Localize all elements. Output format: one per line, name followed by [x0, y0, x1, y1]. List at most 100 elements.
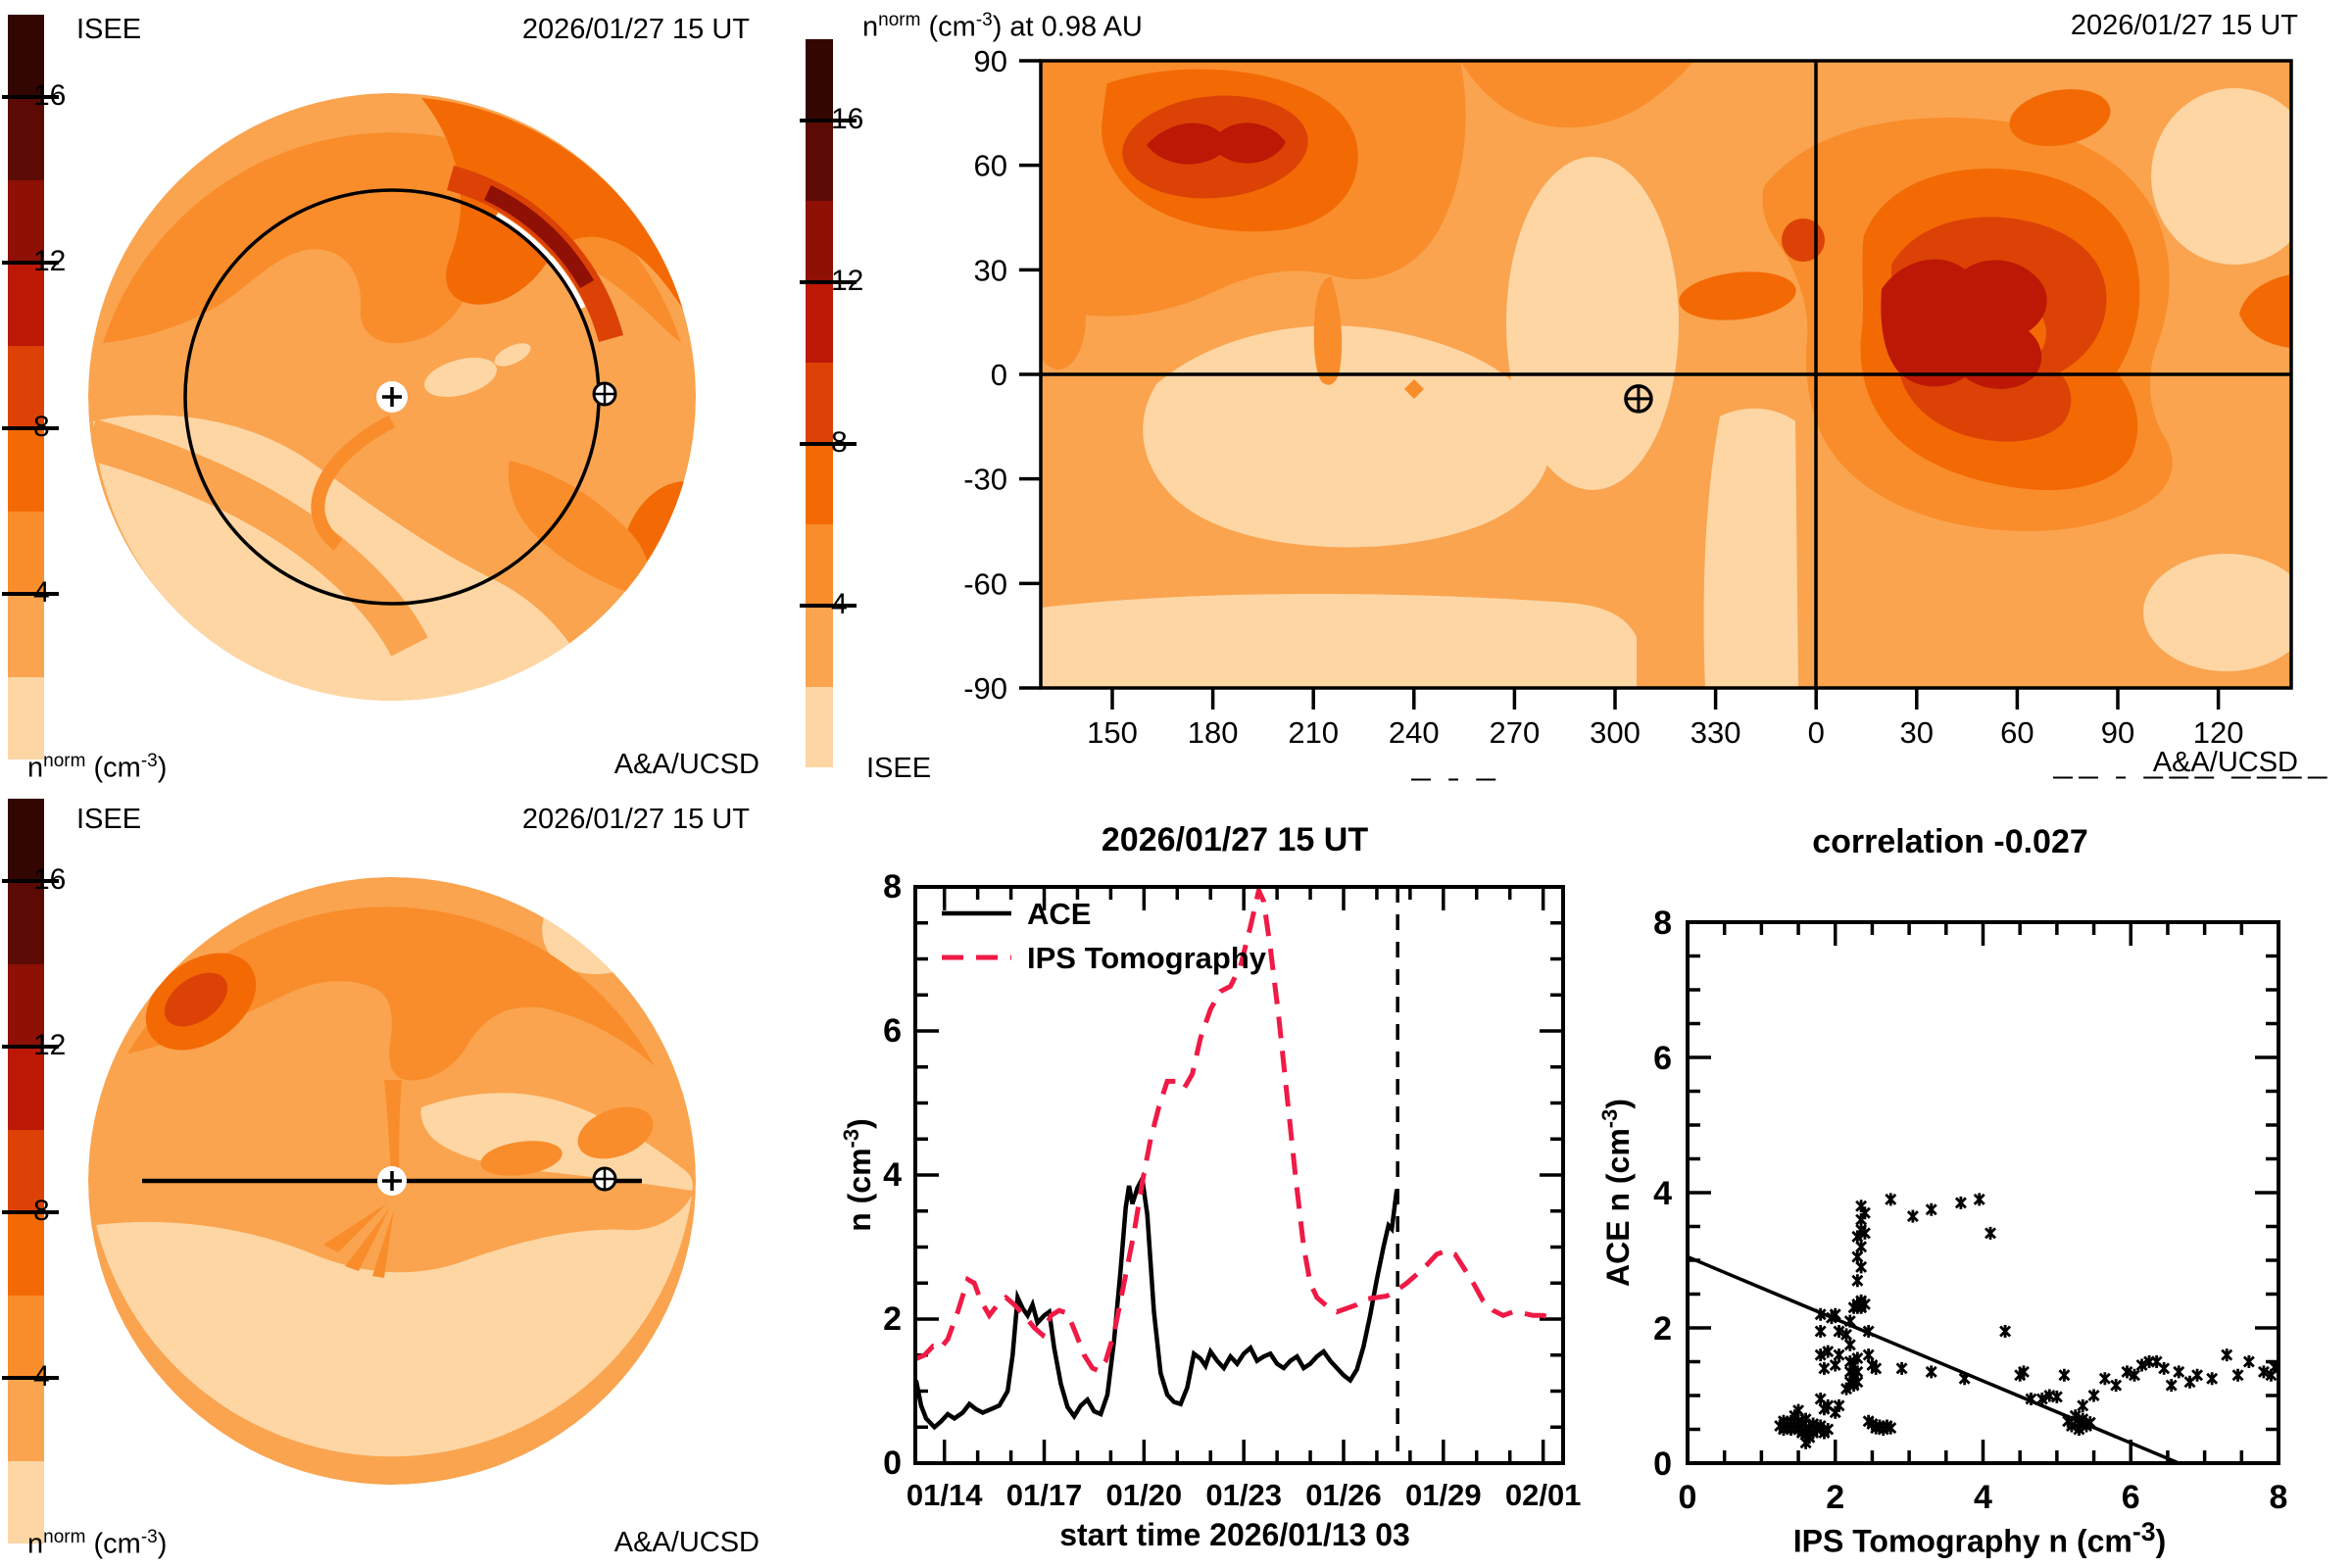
colorbar-tick-label: 8 — [33, 1195, 50, 1228]
meridional-source-label: ISEE — [76, 804, 142, 835]
sc-y-tick-label: 4 — [1653, 1175, 1672, 1212]
sc-y-tick-label: 2 — [1653, 1310, 1672, 1348]
meridional-spike-2 — [345, 1207, 390, 1271]
sc-x-tick-label: 0 — [1679, 1479, 1697, 1516]
sc-x-tick-label: 8 — [2270, 1479, 2288, 1516]
carrington-credit: A&A/UCSD — [2152, 747, 2298, 778]
sc-data-point — [1984, 1226, 1997, 1240]
ts-y-tick-label: 6 — [883, 1012, 902, 1050]
sun-marker — [377, 1166, 407, 1196]
sc-data-point — [1822, 1345, 1835, 1358]
scatter-frame — [1686, 920, 2280, 1465]
carrington-colorbar: 16 12 8 4 — [800, 39, 863, 768]
clipped-text-fragment-2: —— – ——— ———— — [2053, 770, 2333, 784]
ts-x-tick-label: 01/14 — [906, 1478, 983, 1512]
ts-y-tick-label: 8 — [883, 868, 902, 906]
map-lat-tick-label: 90 — [974, 44, 1007, 78]
ecliptic-units-label: nnorm (cm-3) — [27, 751, 168, 784]
scatter-title: correlation -0.027 — [1812, 823, 2088, 860]
scatter-ylabel: ACE n (cm-3) — [1597, 1099, 1636, 1287]
map-low-3 — [1041, 593, 1637, 688]
ecliptic-white-sliver — [495, 212, 586, 310]
colorbar-tick-label: 4 — [33, 1360, 50, 1394]
map-lat-tick-label: -30 — [963, 463, 1007, 497]
sc-data-point — [2065, 1419, 2078, 1433]
sc-data-point — [1814, 1307, 1827, 1321]
colorbar-tick — [2, 592, 59, 597]
colorbar-segment — [8, 428, 44, 512]
sc-data-point — [2121, 1365, 2133, 1379]
colorbar-segment — [8, 1295, 44, 1379]
sc-data-point — [1840, 1328, 1853, 1342]
sc-x-tick-label: 4 — [1974, 1479, 1992, 1516]
carrington-source-label: ISEE — [866, 753, 932, 784]
map-med-diamond — [1404, 379, 1424, 399]
ecliptic-lower-right-arm — [508, 461, 651, 598]
colorbar-segment — [8, 881, 44, 964]
sc-data-point — [2098, 1372, 2111, 1386]
map-med-leftedge — [1041, 268, 1086, 369]
timeseries-xlabel: start time 2026/01/13 03 — [1059, 1517, 1410, 1552]
ecliptic-spiral-thin-arc — [311, 415, 396, 551]
colorbar-tick-label: 16 — [831, 102, 864, 135]
ecliptic-source-label: ISEE — [76, 14, 142, 45]
sc-x-tick-label: 6 — [2122, 1479, 2140, 1516]
timeseries-plot: 01/14 01/17 01/20 01/23 01/26 01/29 02/01 0 2 4 6 8… — [839, 868, 1582, 1512]
colorbar-tick — [2, 879, 59, 884]
map-core-online — [1782, 219, 1825, 262]
map-lon-tick-label: 330 — [1690, 715, 1741, 750]
meridional-colorbar: 16 12 8 4 — [2, 799, 66, 1544]
sc-data-point — [1818, 1361, 1831, 1375]
sc-data-point — [1851, 1250, 1864, 1264]
colorbar-tick — [2, 1210, 59, 1215]
sc-data-point — [2221, 1348, 2233, 1362]
scatter-plot: 00 2 2 4 4 6 6 8 8 ACE n (cm-3) — [1597, 905, 2288, 1516]
colorbar-segment — [8, 1047, 44, 1130]
colorbar-segment — [8, 345, 44, 429]
meridional-low-right-tongue — [420, 1093, 693, 1191]
timeseries-curves — [915, 887, 1557, 1463]
ecliptic-colorbar: 16 12 8 4 — [2, 15, 66, 760]
map-low-6 — [1703, 408, 1798, 688]
sc-data-point — [2110, 1379, 2123, 1393]
ecliptic-arm — [88, 418, 428, 657]
sc-data-point — [1833, 1324, 1845, 1338]
ts-x-tick-label: 02/01 — [1505, 1478, 1582, 1512]
sc-data-point — [1858, 1298, 1871, 1311]
colorbar-tick — [2, 95, 59, 100]
colorbar-tick-label: 4 — [33, 576, 50, 610]
sc-data-point — [1958, 1372, 1971, 1386]
legend-ips-label: IPS Tomography — [1027, 941, 1267, 975]
map-peak-right — [1881, 259, 2047, 390]
sc-data-point — [1799, 1412, 1812, 1426]
sc-data-point — [1925, 1365, 1937, 1379]
colorbar-segment — [8, 676, 44, 760]
colorbar-segment — [8, 511, 44, 595]
meridional-spike-1 — [323, 1203, 387, 1252]
ts-y-tick-label: 4 — [883, 1156, 902, 1194]
sc-data-point — [1885, 1193, 1897, 1206]
colorbar-tick — [2, 1045, 59, 1050]
ts-x-tick-label: 01/20 — [1106, 1478, 1183, 1512]
carrington-map-plot: 150 180 210 240 270 300 330 0 30 60 90 1209060300-3… — [963, 44, 2293, 750]
sc-data-point — [1855, 1260, 1868, 1274]
map-lon-tick-label: 180 — [1188, 715, 1239, 750]
sc-data-point — [1870, 1361, 1883, 1375]
sc-data-point — [1954, 1196, 1967, 1209]
sc-data-point — [1925, 1202, 1937, 1216]
sc-data-point — [1895, 1361, 1908, 1375]
colorbar-tick — [800, 279, 857, 284]
ecliptic-credit: A&A/UCSD — [613, 749, 760, 780]
meridional-med-cap — [127, 906, 655, 1081]
sc-data-point — [1843, 1314, 1856, 1328]
colorbar-tick — [2, 1376, 59, 1381]
colorbar-segment — [806, 39, 833, 121]
sc-data-point — [1833, 1348, 1845, 1362]
sc-data-point — [1847, 1358, 1860, 1372]
earth-marker — [592, 1166, 617, 1192]
timeseries-ylabel: n (cm-3) — [839, 1118, 877, 1232]
timeseries-frame — [913, 885, 1565, 1465]
ts-x-tick-label: 01/26 — [1305, 1478, 1382, 1512]
sc-data-point — [1829, 1307, 1841, 1321]
